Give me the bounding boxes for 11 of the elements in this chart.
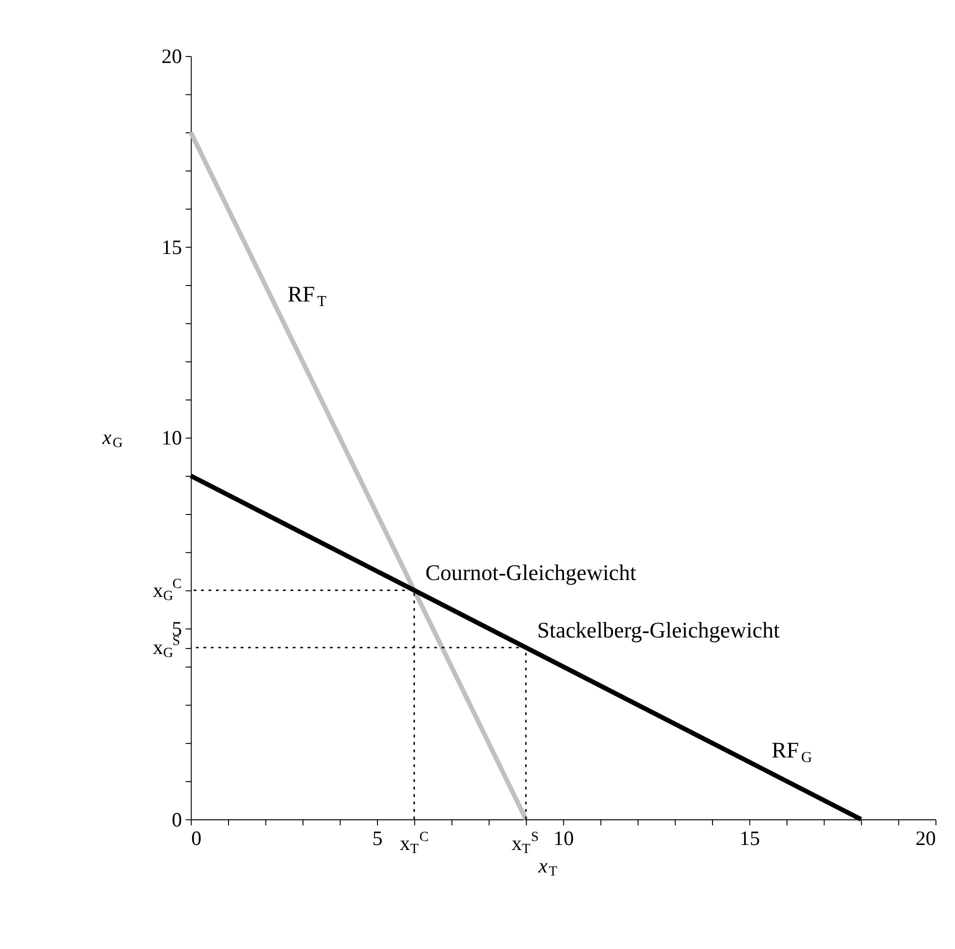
y-tick-label: 15 xyxy=(162,236,182,259)
x-tick-label: 0 xyxy=(191,828,202,850)
y-tick-label: 10 xyxy=(162,428,182,450)
annotation: Cournot-Gleichgewicht xyxy=(425,560,637,586)
annotation: Stackelberg-Gleichgewicht xyxy=(537,617,780,642)
x-tick-label: 10 xyxy=(553,828,574,850)
y-tick-label: 20 xyxy=(162,46,182,68)
x-tick-label: 5 xyxy=(372,828,383,850)
x-tick-label: 20 xyxy=(915,828,936,850)
x-tick-label: 15 xyxy=(740,828,760,850)
y-tick-label: 0 xyxy=(172,809,182,832)
